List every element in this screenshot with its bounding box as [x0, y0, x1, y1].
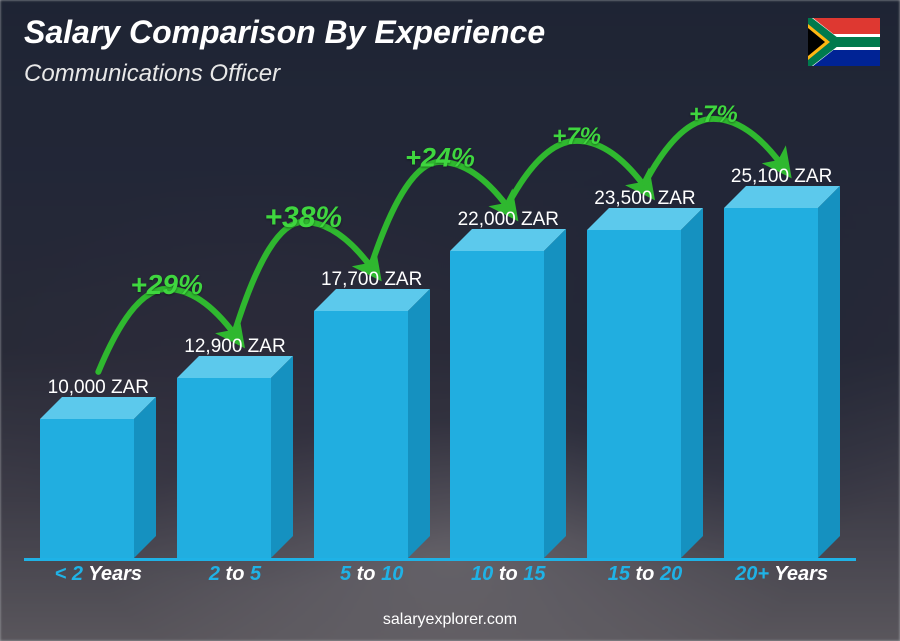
- category-label: 2 to 5: [167, 563, 304, 586]
- bar: 22,000 ZAR: [440, 239, 577, 558]
- pct-increase-label: +7%: [552, 123, 601, 151]
- category-label: 5 to 10: [303, 563, 440, 586]
- category-label: 20+ Years: [713, 563, 850, 586]
- categories-container: < 2 Years2 to 55 to 1010 to 1515 to 2020…: [30, 561, 850, 587]
- plot-area: 10,000 ZAR12,900 ZAR17,700 ZAR22,000 ZAR…: [30, 87, 850, 587]
- pct-increase-label: +7%: [689, 101, 738, 129]
- category-label: 15 to 20: [577, 563, 714, 586]
- footer-attribution: salaryexplorer.com: [0, 611, 900, 629]
- bar: 17,700 ZAR: [303, 299, 440, 558]
- chart-subtitle: Communications Officer: [24, 60, 280, 88]
- bar-value-label: 25,100 ZAR: [682, 166, 882, 188]
- bar: 25,100 ZAR: [713, 196, 850, 558]
- category-label: < 2 Years: [30, 563, 167, 586]
- flag-south-africa: [808, 18, 880, 66]
- pct-increase-label: +38%: [265, 201, 343, 235]
- bar: 12,900 ZAR: [167, 366, 304, 558]
- bar: 23,500 ZAR: [577, 218, 714, 558]
- category-label: 10 to 15: [440, 563, 577, 586]
- chart-title: Salary Comparison By Experience: [24, 14, 545, 51]
- bar: 10,000 ZAR: [30, 407, 167, 558]
- pct-increase-label: +24%: [405, 142, 475, 173]
- pct-increase-label: +29%: [130, 269, 202, 301]
- chart-stage: Salary Comparison By Experience Communic…: [0, 0, 900, 641]
